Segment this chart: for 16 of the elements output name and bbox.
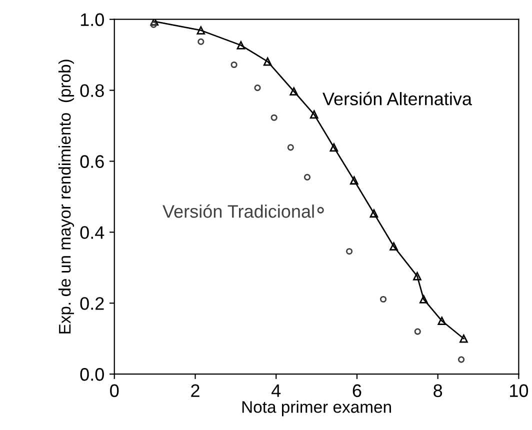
y-tick-label: 0.2 bbox=[80, 297, 104, 310]
x-tick-label: 4 bbox=[272, 384, 281, 397]
y-axis-title: Exp. de un mayor rendimiento (prob) bbox=[58, 60, 74, 334]
series-label: Versión Tradicional bbox=[162, 204, 314, 218]
x-tick-label: 8 bbox=[434, 384, 442, 398]
x-tick-label: 6 bbox=[352, 384, 362, 398]
y-tick-label: 0.4 bbox=[80, 226, 104, 239]
x-tick-label: 10 bbox=[510, 384, 528, 398]
y-tick-label: 0.0 bbox=[80, 368, 104, 381]
series-label: Versión Alternativa bbox=[322, 92, 472, 106]
y-tick-label: 0.8 bbox=[80, 84, 104, 98]
x-tick-label: 2 bbox=[191, 384, 200, 397]
x-tick-label: 0 bbox=[110, 384, 119, 398]
x-axis-title: Nota primer examen bbox=[242, 400, 391, 416]
y-tick-label: 1.0 bbox=[80, 13, 104, 26]
y-tick-label: 0.6 bbox=[80, 155, 104, 168]
